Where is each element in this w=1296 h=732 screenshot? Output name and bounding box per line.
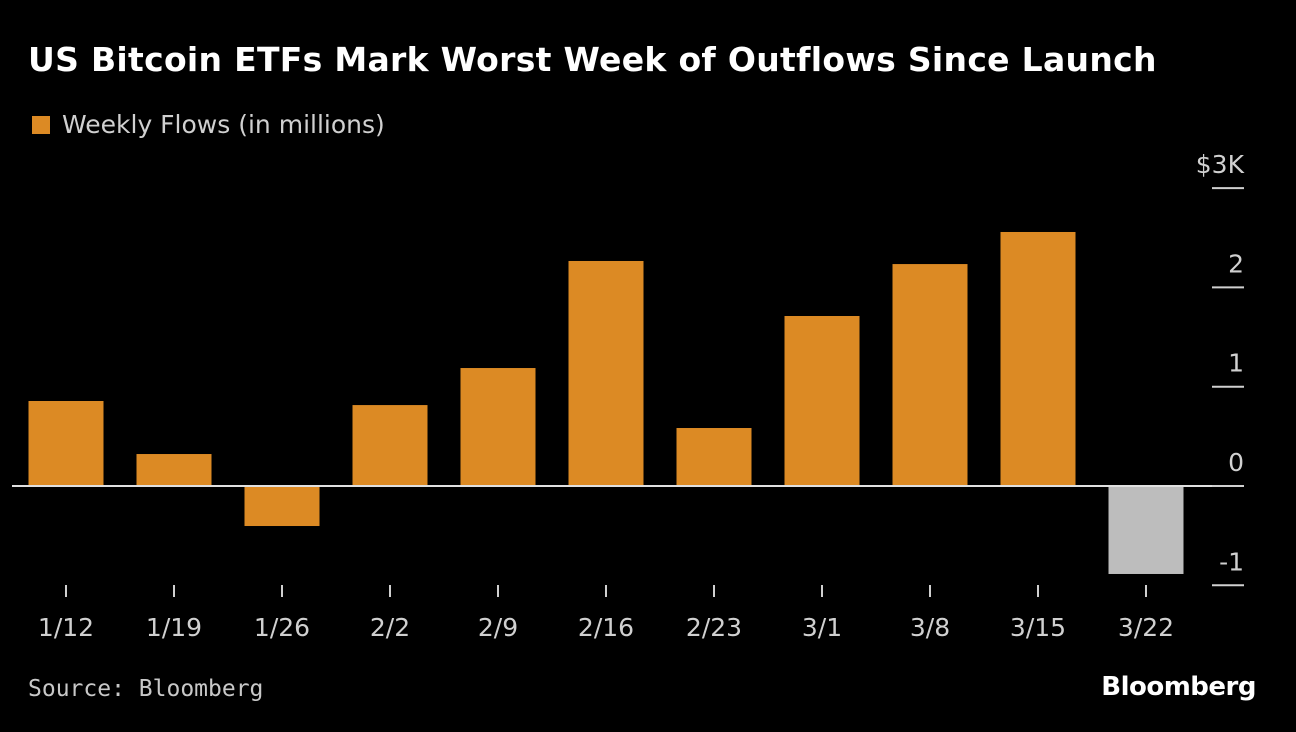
legend-label: Weekly Flows (in millions) [62,110,385,139]
x-tick-label: 3/8 [910,613,950,642]
x-tick-label: 1/12 [38,613,94,642]
y-tick-label: 0 [1228,448,1244,477]
y-tick-label: $3K [1196,150,1245,179]
bar-3-8 [892,264,968,486]
bar-1-12 [28,400,104,486]
y-tick-label: 1 [1228,349,1244,378]
legend: Weekly Flows (in millions) [32,110,385,139]
x-tick-label: 1/19 [146,613,202,642]
y-tick-label: -1 [1219,547,1244,576]
legend-swatch [32,115,50,134]
bar-2-16 [568,260,644,486]
chart-title: US Bitcoin ETFs Mark Worst Week of Outfl… [28,40,1157,79]
x-tick-label: 1/26 [254,613,310,642]
bloomberg-logo: Bloomberg [1101,672,1256,702]
bar-3-15 [1000,231,1076,486]
x-tick-label: 3/22 [1118,613,1174,642]
source-note: Source: Bloomberg [28,676,264,702]
x-tick-label: 3/15 [1010,613,1066,642]
y-tick-label: 2 [1228,249,1244,278]
bar-2-2 [352,405,428,486]
x-tick-label: 2/16 [578,613,634,642]
bar-3-22 [1108,486,1184,574]
bar-2-9 [460,368,536,486]
bar-1-19 [136,454,212,486]
bar-3-1 [784,315,860,486]
x-tick-label: 2/2 [370,613,410,642]
x-tick-label: 2/23 [686,613,742,642]
x-tick-label: 3/1 [802,613,842,642]
bar-1-26 [244,486,320,527]
x-tick-label: 2/9 [478,613,518,642]
bar-2-23 [676,428,752,486]
